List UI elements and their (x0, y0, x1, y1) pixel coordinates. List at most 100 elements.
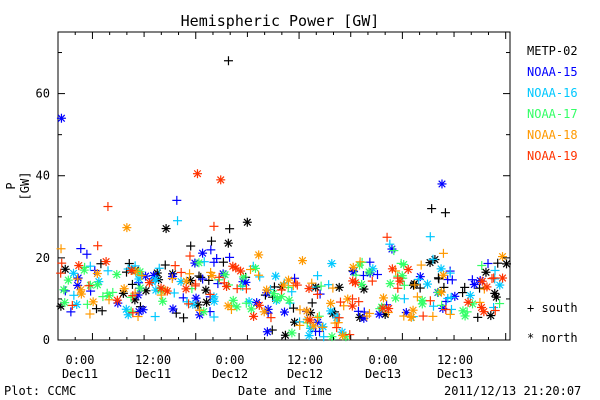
data-point (348, 276, 358, 286)
data-point (126, 292, 136, 302)
data-point (313, 289, 323, 299)
data-point (92, 269, 102, 279)
data-point (295, 320, 305, 330)
data-point-d2 (232, 264, 240, 272)
data-point (291, 278, 301, 288)
data-point (126, 306, 136, 316)
data-point-d2 (482, 268, 490, 276)
data-point (302, 306, 312, 316)
data-point (186, 241, 196, 251)
data-point (223, 301, 233, 311)
highlight-point (56, 113, 66, 123)
y-axis-label: P [GW] (4, 171, 32, 201)
data-point-d2 (498, 252, 507, 261)
data-point-d2 (163, 287, 172, 295)
data-point (443, 275, 453, 285)
data-point-d2 (113, 270, 121, 279)
data-point (284, 275, 294, 285)
data-point (495, 299, 505, 309)
data-point (249, 311, 259, 321)
data-point-d2 (338, 331, 347, 340)
data-point-d2 (162, 224, 170, 233)
data-point (438, 270, 448, 280)
data-point (158, 296, 168, 306)
data-point-d2 (236, 267, 245, 275)
data-point (372, 270, 382, 280)
data-point (490, 265, 500, 275)
data-point (354, 297, 364, 307)
data-point (292, 280, 302, 290)
x-tick-date-label: Dec12 (212, 367, 248, 381)
data-point-d2 (284, 276, 293, 284)
data-point (127, 279, 137, 289)
data-point-d2 (75, 261, 83, 270)
data-point (482, 282, 492, 292)
data-point-d2 (491, 289, 499, 298)
data-point-d2 (379, 304, 387, 312)
data-point (236, 266, 246, 276)
data-point (295, 305, 305, 315)
data-point (223, 238, 233, 248)
data-point (161, 224, 171, 234)
data-point (76, 244, 86, 254)
data-point (122, 223, 132, 233)
x-tick-time-label: 12:00 (437, 353, 473, 367)
data-point-d2 (263, 328, 272, 336)
data-point (225, 252, 235, 262)
data-point-d2 (139, 305, 147, 314)
data-point-d2 (73, 281, 82, 290)
data-point (63, 275, 73, 285)
data-point (345, 330, 355, 340)
plot-frame-layer (57, 31, 511, 341)
data-point (393, 283, 403, 293)
data-point (318, 322, 328, 332)
x-tick-time-label: 0:00 (369, 353, 398, 367)
data-point (209, 221, 219, 231)
data-point (387, 264, 397, 274)
data-point-d2 (290, 318, 299, 326)
data-point (385, 279, 395, 289)
y-tick-label: 20 (36, 251, 50, 265)
data-point (150, 312, 160, 322)
data-point-d2 (69, 269, 78, 278)
data-point (477, 261, 487, 271)
data-point (313, 271, 323, 281)
data-point (489, 273, 499, 283)
data-point-d2 (269, 289, 278, 298)
data-point (204, 275, 214, 285)
data-point-d2 (60, 285, 68, 294)
data-point-d2 (306, 308, 315, 317)
data-point-d2 (149, 271, 158, 280)
data-point (490, 288, 500, 298)
data-point (280, 307, 290, 317)
data-point (56, 244, 66, 254)
data-point (382, 232, 392, 242)
data-point-d2 (303, 307, 311, 315)
data-point-d2 (326, 307, 335, 315)
data-point (181, 284, 191, 294)
data-point (481, 267, 491, 277)
data-point (101, 257, 111, 267)
data-point-d2 (64, 276, 73, 284)
data-point (212, 254, 222, 264)
data-point-d2 (200, 307, 208, 316)
data-point-d2 (379, 294, 388, 302)
data-point (69, 290, 79, 300)
data-point (378, 293, 388, 303)
data-point-d2 (93, 269, 102, 278)
data-point (347, 301, 357, 311)
data-point-d2 (251, 264, 260, 273)
data-point (255, 272, 265, 282)
data-point (473, 312, 483, 322)
data-point (262, 285, 272, 295)
data-point (477, 302, 487, 312)
data-point-d2 (136, 284, 144, 292)
ticks-layer: 02040600:00Dec1112:00Dec110:00Dec1212:00… (36, 32, 510, 381)
data-point (438, 248, 448, 258)
data-point (205, 289, 215, 299)
data-point (297, 256, 307, 266)
data-point (493, 258, 503, 268)
data-point (391, 293, 401, 303)
data-point (160, 260, 170, 270)
data-point-d2 (192, 294, 200, 302)
